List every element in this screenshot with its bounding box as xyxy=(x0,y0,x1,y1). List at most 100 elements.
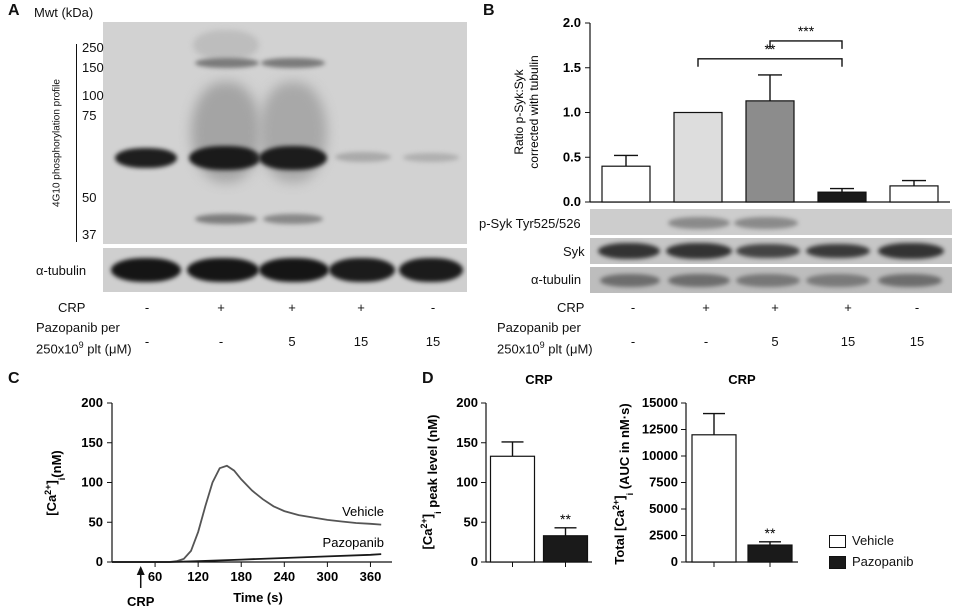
y-axis-label: [Ca2+]i peak level (nM) xyxy=(419,415,443,550)
pazo-row-label-a-1: Pazopanib per xyxy=(36,320,120,335)
pazo-row-label-b-2: 250x109 plt (μM) xyxy=(497,340,593,357)
series-label: Vehicle xyxy=(342,504,384,519)
marker-150: 150 xyxy=(82,60,104,75)
panel-a-label: A xyxy=(8,2,20,19)
y-tick-label: 100 xyxy=(456,475,478,490)
pazo-value: - xyxy=(630,334,636,349)
bar xyxy=(601,165,651,203)
chart-d1: CRP 0 50 100 150 200 ** [Ca2+]i peak level (nM) xyxy=(419,372,592,569)
marker-bracket-line xyxy=(76,44,77,242)
y-tick-label: 5000 xyxy=(649,501,678,516)
phospho-profile-label: 4G10 phosphorylation profile xyxy=(51,79,63,207)
pazo-value: 5 xyxy=(288,334,296,349)
y-axis-label-line: Ratio p-Syk:Syk xyxy=(512,68,526,154)
pazo-row-label-b-1: Pazopanib per xyxy=(497,320,581,335)
syk-label: Syk xyxy=(563,244,585,259)
chart-d2: CRP 0 2500 5000 7500 10000 12500 15000 ** Total [… xyxy=(611,372,798,569)
x-axis-label: Time (s) xyxy=(233,590,283,605)
legend-vehicle-label: Vehicle xyxy=(852,533,894,548)
legend-pazopanib-swatch xyxy=(829,556,846,569)
significance-bracket xyxy=(697,58,843,67)
crp-value: + xyxy=(217,300,225,315)
significance-label: ** xyxy=(560,511,571,527)
y-tick-label: 0.0 xyxy=(563,194,581,209)
y-tick-label: 1.0 xyxy=(563,105,581,120)
pazo-row-label-a-2: 250x109 plt (μM) xyxy=(36,340,132,357)
bar xyxy=(817,191,867,203)
x-tick-label: 180 xyxy=(230,569,252,584)
y-tick-label: 10000 xyxy=(642,448,678,463)
panel-d-label: D xyxy=(422,370,434,387)
crp-value: - xyxy=(144,300,150,315)
bar xyxy=(489,455,536,563)
y-axis-label-line: corrected with tubulin xyxy=(527,55,541,168)
pazo-value: - xyxy=(218,334,224,349)
crp-row-label-a: CRP xyxy=(58,300,86,315)
chart-c: 0 50 100 150 200 60 120 180 240 300 360 Time (s) [Ca… xyxy=(43,395,392,609)
psyk-blot xyxy=(590,209,952,235)
panel-b-label: B xyxy=(483,2,495,19)
pazo-value: 15 xyxy=(353,334,369,349)
crp-value: + xyxy=(771,300,779,315)
marker-100: 100 xyxy=(82,88,104,103)
y-tick-label: 0.5 xyxy=(563,149,581,164)
pazo-value: 15 xyxy=(840,334,856,349)
marker-50: 50 xyxy=(82,190,97,205)
significance-label: ** xyxy=(765,525,776,541)
tubulin-blot-b xyxy=(590,267,952,293)
mwt-label: Mwt (kDa) xyxy=(34,5,94,20)
y-tick-label: 100 xyxy=(81,475,103,490)
phospho-blot xyxy=(103,22,467,244)
y-tick-label: 150 xyxy=(81,435,103,450)
series-label: Pazopanib xyxy=(323,535,384,550)
crp-value: - xyxy=(630,300,636,315)
tubulin-label-b: α-tubulin xyxy=(531,272,582,287)
tubulin-blot-a xyxy=(103,248,467,292)
psyk-label: p-Syk Tyr525/526 xyxy=(479,216,581,231)
marker-75: 75 xyxy=(82,108,97,123)
legend-pazopanib-label: Pazopanib xyxy=(852,554,914,569)
series-line xyxy=(112,464,382,563)
significance-bracket xyxy=(769,40,843,49)
chart-b: 0.0 0.5 1.0 1.5 2.0 Ratio p-Syk:Sykcorrected … xyxy=(512,15,950,209)
crp-arrow-label: CRP xyxy=(127,594,155,609)
bar xyxy=(747,544,793,563)
x-tick-label: 360 xyxy=(360,569,382,584)
crp-arrow-head xyxy=(136,566,145,575)
y-axis-label: Total [Ca2+]i (AUC in nM·s) xyxy=(611,403,635,564)
bar xyxy=(673,111,723,203)
crp-value: - xyxy=(430,300,436,315)
tubulin-label-a: α-tubulin xyxy=(36,263,87,278)
pazo-value: 15 xyxy=(909,334,925,349)
crp-value: + xyxy=(844,300,852,315)
y-axis-label: Ratio p-Syk:Sykcorrected with tubulin xyxy=(512,55,541,168)
bar xyxy=(889,185,939,203)
pazo-value: - xyxy=(703,334,709,349)
y-tick-label: 50 xyxy=(464,514,478,529)
y-tick-label: 200 xyxy=(81,395,103,410)
y-tick-label: 7500 xyxy=(649,475,678,490)
y-tick-label: 12500 xyxy=(642,422,678,437)
series-line xyxy=(112,553,382,563)
y-tick-label: 15000 xyxy=(642,395,678,410)
bar xyxy=(542,535,589,563)
y-tick-label: 0 xyxy=(96,554,103,569)
x-tick-label: 60 xyxy=(148,569,162,584)
x-tick-label: 300 xyxy=(317,569,339,584)
y-tick-label: 0 xyxy=(471,554,478,569)
y-tick-label: 150 xyxy=(456,435,478,450)
y-tick-label: 50 xyxy=(89,514,103,529)
y-tick-label: 2500 xyxy=(649,528,678,543)
y-tick-label: 0 xyxy=(671,554,678,569)
crp-row-label-b: CRP xyxy=(557,300,585,315)
marker-250: 250 xyxy=(82,40,104,55)
y-axis-label: [Ca2+]i(nM) xyxy=(43,450,67,516)
chart-title: CRP xyxy=(525,372,553,387)
bar xyxy=(745,100,795,203)
y-tick-label: 1.5 xyxy=(563,60,581,75)
significance-label: *** xyxy=(798,23,815,39)
legend-vehicle-swatch xyxy=(829,535,846,548)
x-tick-label: 240 xyxy=(273,569,295,584)
pazo-value: - xyxy=(144,334,150,349)
crp-value: - xyxy=(914,300,920,315)
